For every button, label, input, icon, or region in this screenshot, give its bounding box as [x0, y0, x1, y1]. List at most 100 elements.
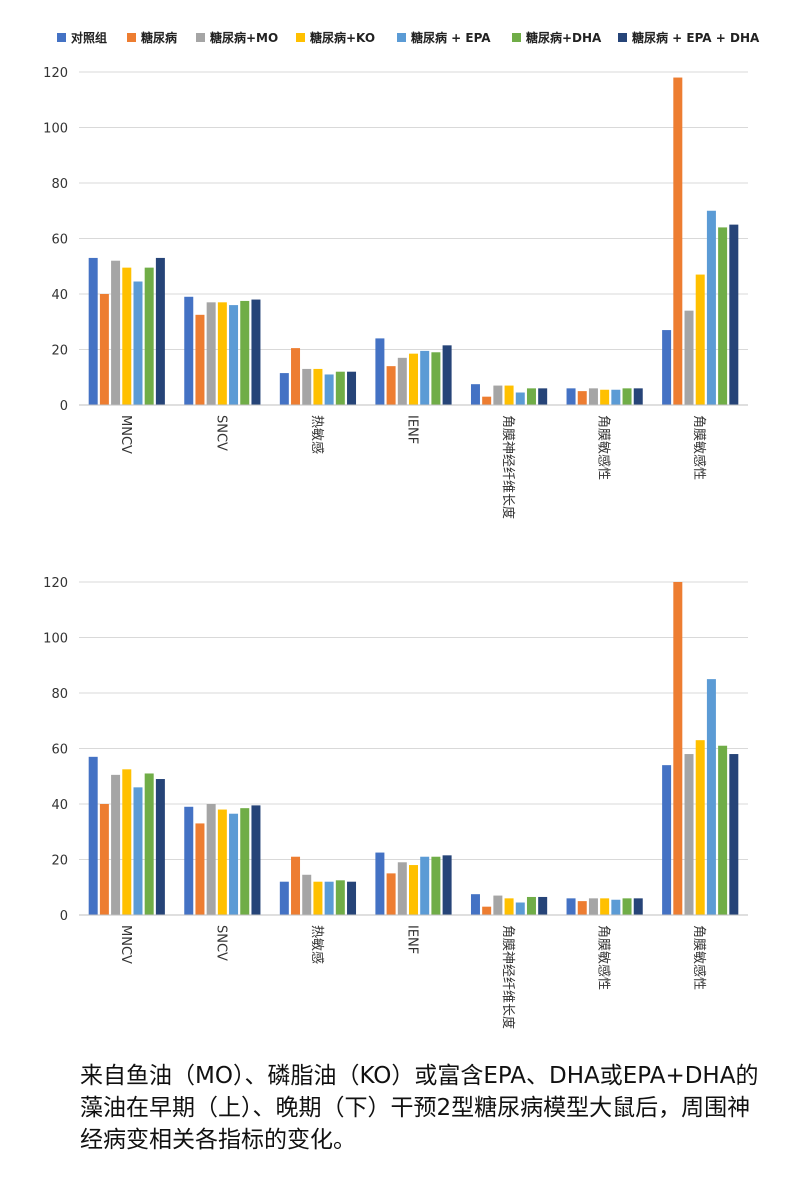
bar — [229, 813, 239, 915]
bar — [470, 384, 480, 405]
bar — [122, 769, 132, 915]
x-category-label: MNCV — [118, 925, 133, 964]
bar — [133, 787, 143, 915]
bar — [504, 898, 514, 915]
bar — [577, 901, 587, 915]
bar — [144, 773, 154, 915]
bar — [538, 388, 548, 405]
y-tick-label: 80 — [51, 177, 68, 192]
bar — [111, 260, 121, 405]
legend-label: 对照组 — [71, 31, 108, 45]
bar — [588, 898, 598, 915]
late-intervention-chart: 0 20 40 60 80 100 120 MNCV SNCV 热敏感 IENF 角膜神经纤维长度 角膜… — [43, 576, 748, 1029]
bar — [279, 373, 289, 405]
bar — [482, 396, 492, 405]
legend-item: 糖尿病+DHA — [512, 29, 601, 46]
bar — [195, 823, 205, 915]
bar — [420, 350, 430, 405]
bar — [493, 385, 503, 405]
y-tick-label: 0 — [60, 399, 68, 414]
legend-label: 糖尿病+KO — [310, 31, 376, 45]
legend-item: 糖尿病+KO — [296, 29, 375, 46]
y-tick-label: 120 — [43, 576, 68, 591]
bar — [155, 257, 165, 405]
y-tick-label: 20 — [51, 854, 68, 869]
legend-label: 糖尿病 + EPA + DHA — [632, 31, 760, 45]
bar — [622, 898, 632, 915]
bar — [706, 210, 716, 405]
bar — [684, 754, 694, 915]
bar — [313, 368, 323, 405]
legend-label: 糖尿病 — [141, 31, 178, 45]
bar — [526, 388, 536, 405]
bar — [442, 855, 452, 915]
bar — [302, 874, 312, 915]
bar — [526, 896, 536, 915]
bar — [229, 305, 239, 405]
x-category-label: SNCV — [213, 925, 228, 961]
bar — [577, 391, 587, 405]
bar — [347, 881, 357, 915]
bar — [662, 330, 672, 405]
bar — [633, 388, 643, 405]
bar — [99, 294, 109, 405]
bar — [566, 388, 576, 405]
bar — [240, 300, 250, 405]
bar — [291, 856, 301, 915]
bar — [386, 873, 396, 915]
legend-label: 糖尿病+DHA — [526, 31, 602, 45]
legend-label: 糖尿病+MO — [210, 31, 279, 45]
y-tick-label: 0 — [60, 909, 68, 924]
bar — [155, 779, 165, 915]
bar — [184, 296, 194, 405]
legend-item: 对照组 — [57, 29, 107, 46]
bar — [431, 856, 441, 915]
bar — [397, 357, 407, 405]
bar — [184, 806, 194, 915]
x-category-label: 角膜敏感性 — [596, 925, 612, 990]
x-category-label: 角膜敏感性 — [596, 415, 612, 480]
bar — [335, 880, 345, 915]
y-tick-label: 20 — [51, 344, 68, 359]
x-category-label: 角膜敏感性 — [691, 415, 707, 480]
bar — [217, 302, 227, 405]
bar — [729, 224, 739, 405]
bar — [673, 582, 683, 915]
bar — [729, 754, 739, 915]
bar — [622, 388, 632, 405]
legend-label: 糖尿病 + EPA — [411, 31, 491, 45]
bar — [662, 765, 672, 915]
bar — [206, 804, 216, 915]
bar — [566, 898, 576, 915]
bar — [133, 281, 143, 405]
x-category-label: 热敏感 — [309, 415, 325, 454]
bar — [633, 898, 643, 915]
bar — [718, 745, 728, 915]
bar — [695, 274, 705, 405]
y-tick-label: 60 — [51, 233, 68, 248]
bar — [588, 388, 598, 405]
bar — [386, 366, 396, 405]
x-category-label: MNCV — [118, 415, 133, 454]
bar — [706, 679, 716, 915]
y-tick-label: 60 — [51, 743, 68, 758]
bar — [251, 805, 261, 915]
bar — [240, 808, 250, 915]
bar — [431, 352, 441, 405]
bar — [122, 267, 132, 405]
bar — [504, 385, 514, 405]
bar — [515, 902, 525, 915]
bar — [611, 899, 621, 915]
legend-swatch — [196, 33, 205, 42]
y-tick-label: 40 — [51, 798, 68, 813]
chart-legend: 对照组 糖尿病 糖尿病+MO 糖尿病+KO 糖尿病 + EPA 糖尿病+DHA 糖尿病 + … — [0, 0, 810, 60]
bar — [409, 353, 418, 405]
bar — [195, 314, 205, 405]
bar — [482, 906, 492, 915]
y-tick-label: 100 — [43, 632, 68, 647]
bar — [600, 389, 610, 405]
bar — [111, 774, 121, 915]
bar — [88, 756, 98, 915]
legend-swatch — [618, 33, 627, 42]
legend-swatch — [127, 33, 136, 42]
